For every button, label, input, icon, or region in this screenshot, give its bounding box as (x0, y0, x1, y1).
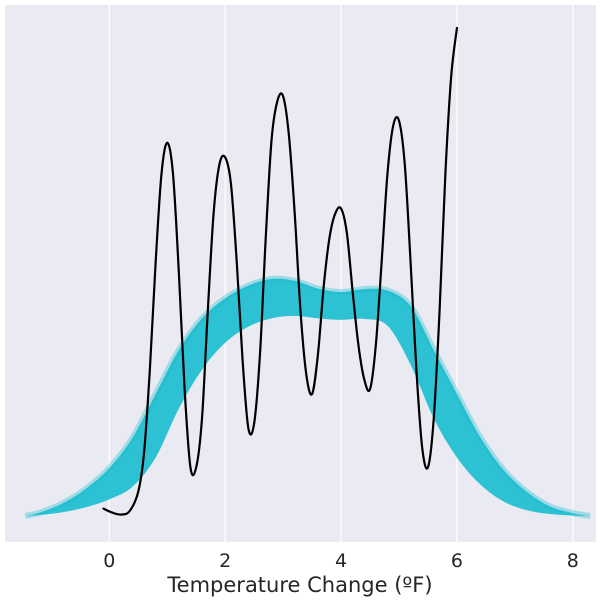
observed-density-path (102, 26, 459, 516)
bootstrap-density-band (24, 275, 591, 519)
x-tick-label: 8 (567, 550, 579, 572)
x-tick-labels: 0 2 4 6 8 (103, 550, 579, 572)
x-tick-label: 0 (103, 550, 115, 572)
bootstrap-band-upper-edge (24, 275, 591, 519)
x-tick-label: 2 (219, 550, 231, 572)
plot-background (5, 5, 596, 542)
x-tick-label: 4 (335, 550, 347, 572)
x-axis-title: Temperature Change (ºF) (166, 573, 432, 597)
x-tick-label: 6 (451, 550, 463, 572)
observed-density-line (102, 26, 459, 516)
bootstrap-band-area (25, 278, 591, 516)
